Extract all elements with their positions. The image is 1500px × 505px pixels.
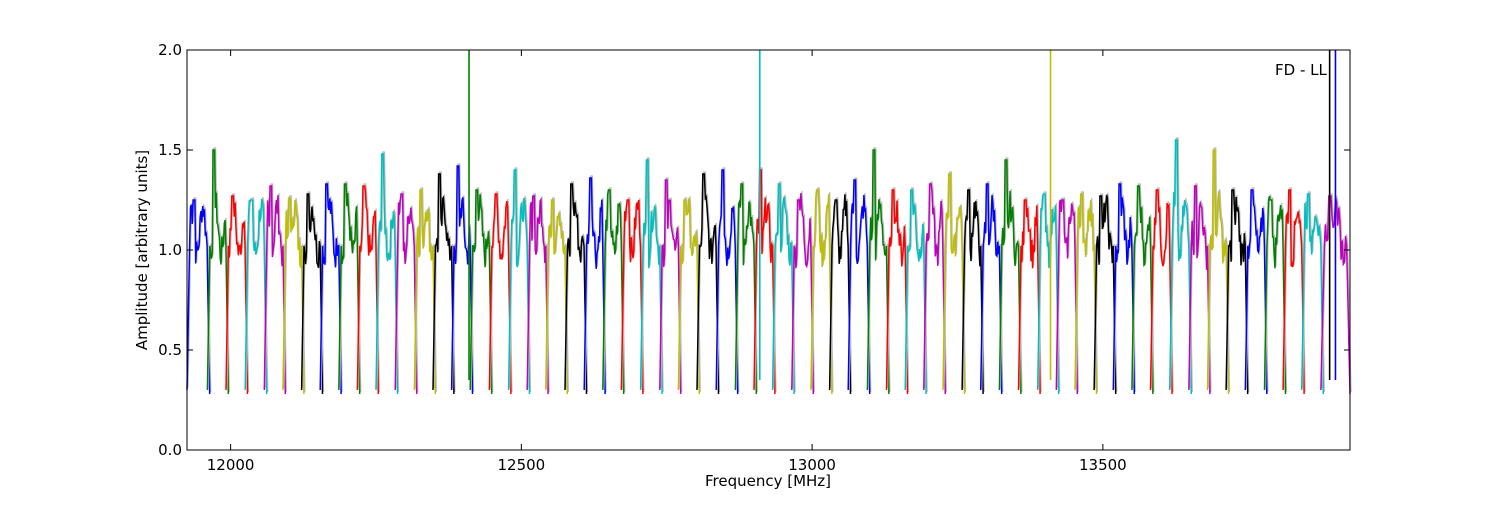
y-axis-label: Amplitude [arbitrary units]	[133, 150, 151, 350]
x-axis-label: Frequency [MHz]	[705, 472, 831, 490]
spectral-segment	[753, 169, 776, 395]
y-tick-label: 1.5	[158, 141, 182, 159]
spectral-segment	[1244, 189, 1268, 395]
spectral-segment	[413, 189, 437, 395]
spectral-segment	[696, 173, 720, 395]
spectral-segment	[1225, 189, 1249, 395]
y-axis: 0.0 0.5 1.0 1.5 2.0	[158, 41, 1350, 459]
spectral-segment	[734, 183, 758, 395]
spectral-segment	[602, 189, 625, 395]
spectral-segment	[828, 194, 852, 395]
spectral-segment	[715, 169, 739, 395]
background-segment	[1170, 137, 1193, 393]
background-segment	[357, 183, 380, 393]
spectral-segment	[375, 153, 399, 395]
y-tick-label: 0.5	[158, 341, 182, 359]
spectral-segment	[319, 183, 342, 395]
background-segment	[1075, 191, 1099, 393]
spectral-segment	[488, 193, 512, 395]
spectral-segment	[356, 185, 380, 395]
spectral-segment	[1131, 185, 1154, 395]
y-tick-label: 0.0	[158, 441, 182, 459]
spectral-segment	[923, 183, 947, 395]
spectral-segment	[791, 193, 815, 395]
spectral-segment	[1300, 193, 1325, 395]
spectral-segment	[885, 189, 909, 395]
spectral-segment	[338, 183, 361, 395]
spectral-segment	[244, 198, 268, 395]
spectral-segment	[620, 199, 644, 395]
spectral-segment	[1017, 199, 1041, 395]
spectral-segment	[263, 185, 287, 395]
spectral-segment	[1168, 139, 1193, 395]
spectral-segment	[904, 189, 927, 395]
spectral-segment	[639, 159, 663, 395]
spectral-segment	[1074, 193, 1098, 395]
chart-annotation: FD - LL	[1275, 61, 1327, 79]
spectral-segment	[677, 198, 701, 395]
series-layer	[186, 50, 1352, 395]
spectral-segment	[961, 189, 984, 395]
spectral-segment	[942, 173, 966, 395]
spectral-segment	[1093, 194, 1117, 395]
x-tick-label: 12500	[498, 456, 546, 474]
spectral-segment	[771, 183, 795, 395]
spectral-segment	[1206, 149, 1230, 395]
spectral-segment	[564, 183, 588, 395]
spectral-segment	[1036, 193, 1060, 395]
spectral-segment	[998, 159, 1022, 395]
x-tick-label: 12000	[207, 456, 255, 474]
spectral-segment	[394, 193, 418, 395]
background-segment	[1321, 193, 1352, 393]
x-tick-label: 13500	[1079, 456, 1127, 474]
spectral-segment	[979, 183, 1003, 395]
spectral-segment	[1112, 183, 1136, 395]
spectral-segment	[810, 189, 833, 395]
spectral-segment	[1188, 185, 1211, 395]
spectral-segment	[866, 149, 890, 395]
background-segment	[1113, 181, 1136, 393]
spectral-segment	[507, 169, 531, 395]
x-tick-label: 13000	[788, 456, 836, 474]
spectral-segment	[225, 195, 249, 395]
spectral-segment	[1149, 189, 1173, 395]
y-tick-label: 2.0	[158, 41, 182, 59]
spectral-segment	[583, 177, 606, 395]
spectral-segment	[545, 199, 569, 395]
spectral-segment	[659, 179, 682, 395]
spectral-segment	[282, 197, 305, 395]
spectral-segment	[469, 189, 493, 395]
spectral-segment	[1055, 199, 1079, 395]
spectral-segment	[206, 149, 230, 395]
spectral-segment	[526, 195, 549, 395]
spectral-segment	[1263, 196, 1287, 395]
spectral-segment	[300, 193, 324, 395]
spectral-segment	[1282, 189, 1305, 395]
spectral-segment	[432, 173, 455, 395]
spectral-segment	[186, 199, 211, 395]
y-tick-label: 1.0	[158, 241, 182, 259]
x-axis: 12000 12500 13000 13500	[207, 50, 1127, 474]
spectral-segment	[847, 179, 871, 395]
